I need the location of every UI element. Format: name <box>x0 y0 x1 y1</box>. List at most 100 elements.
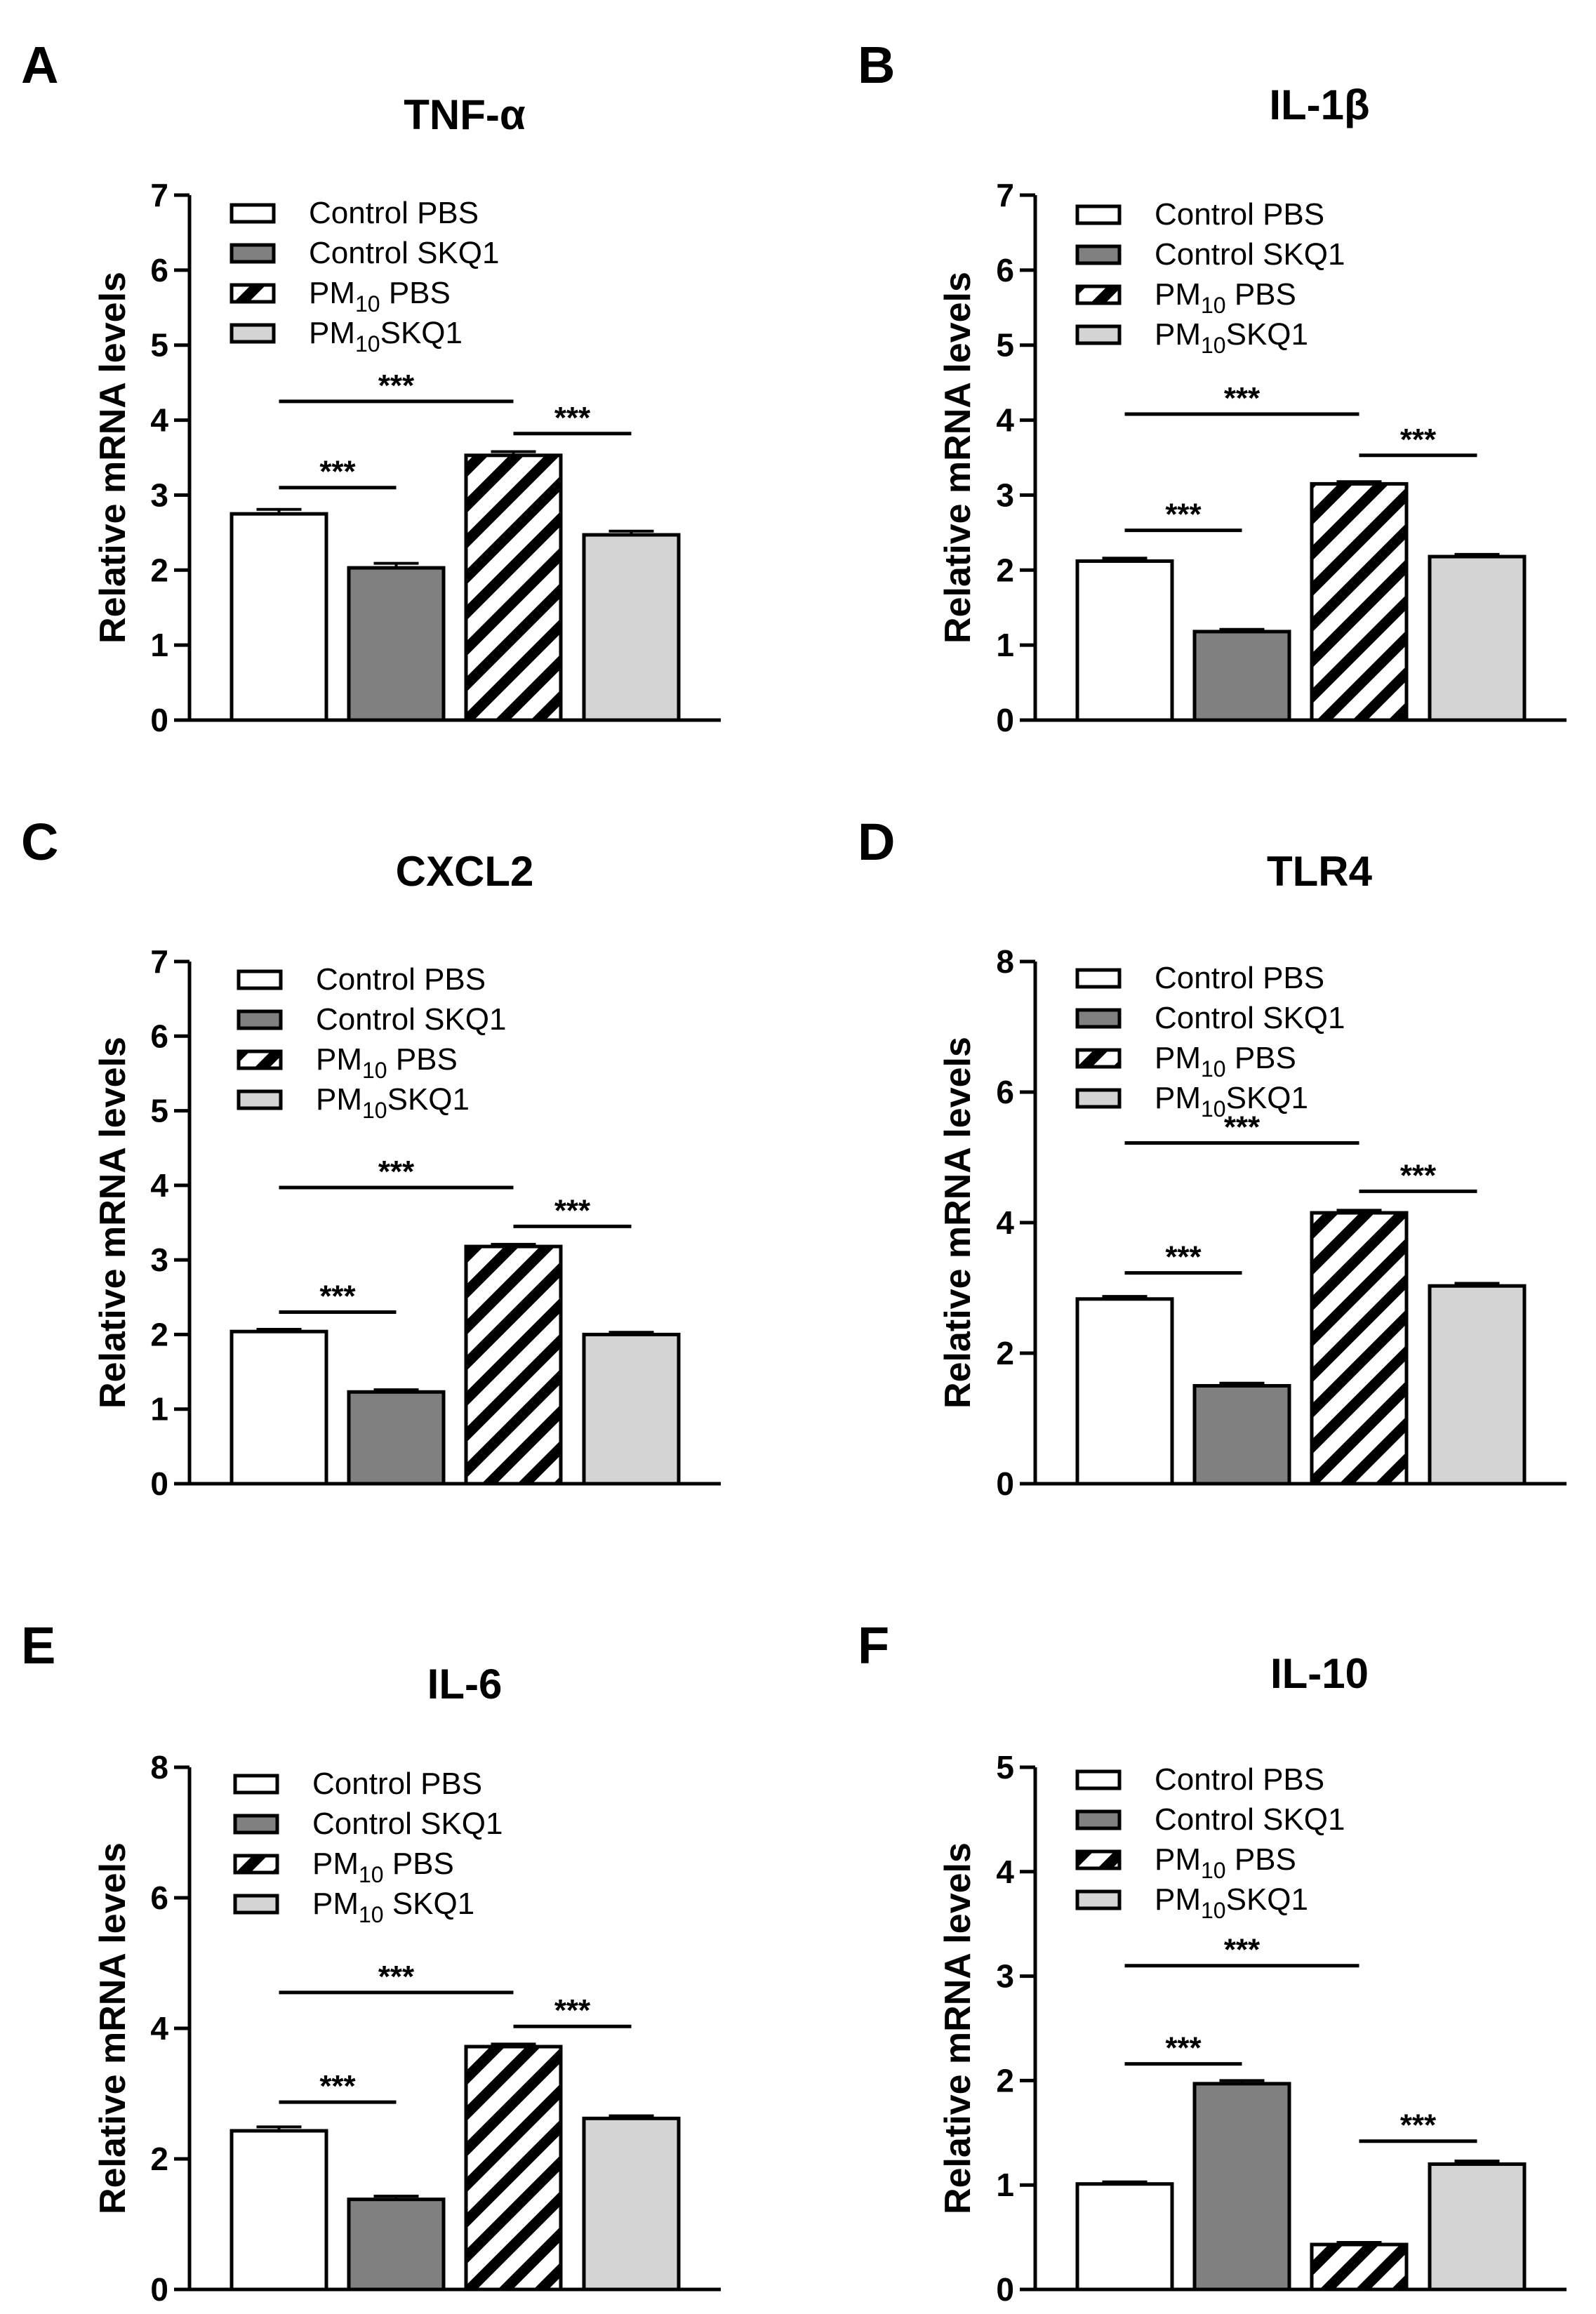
bar-1 <box>1075 559 1174 722</box>
legend-label: Control SKQ1 <box>1155 1802 1345 1837</box>
legend-label: PM10 PBS <box>312 1847 454 1887</box>
significance-label: *** <box>378 1960 415 1994</box>
legend-swatch <box>1075 1849 1122 1870</box>
legend-swatch <box>237 969 283 990</box>
legend-swatch <box>230 243 276 264</box>
y-tick-label: 8 <box>150 1749 168 1786</box>
legend-label: PM10 PBS <box>1155 1041 1296 1082</box>
bar-2 <box>1192 1384 1291 1486</box>
y-tick-label: 5 <box>150 1093 168 1129</box>
y-axis-label: Relative mRNA levels <box>93 1842 133 2214</box>
bar-4 <box>582 2116 681 2292</box>
legend-swatch <box>1075 968 1122 989</box>
legend-swatch <box>230 323 276 344</box>
legend-swatch <box>237 1049 283 1070</box>
bar-4 <box>582 533 681 722</box>
bar-3 <box>464 1244 563 1486</box>
legend-label: PM10SKQ1 <box>1155 1081 1308 1122</box>
y-tick-label: 1 <box>996 2167 1014 2203</box>
significance-label: *** <box>378 1155 415 1189</box>
y-tick-label: 1 <box>150 1391 168 1428</box>
chart-title: TLR4 <box>1267 848 1373 895</box>
y-axis-label: Relative mRNA levels <box>93 272 133 644</box>
y-tick-label: 7 <box>150 177 168 213</box>
legend-swatch <box>233 1854 279 1875</box>
legend-swatch <box>237 1089 283 1110</box>
y-tick-label: 4 <box>996 1204 1014 1241</box>
legend-label: Control SKQ1 <box>1155 237 1345 272</box>
bar-2 <box>1192 630 1291 722</box>
legend-label: PM10SKQ1 <box>1155 1882 1308 1923</box>
legend-swatch <box>233 1814 279 1835</box>
bar-1 <box>1075 1297 1174 1486</box>
panel-letter: B <box>858 36 895 94</box>
legend-label: Control SKQ1 <box>316 1002 506 1037</box>
legend-label: PM10 PBS <box>1155 1842 1296 1883</box>
legend-swatch <box>1075 1008 1122 1029</box>
legend-label: PM10SKQ1 <box>1155 317 1308 358</box>
panel-letter: A <box>21 36 58 94</box>
legend-label: Control PBS <box>1155 961 1324 995</box>
y-axis-label: Relative mRNA levels <box>93 1037 133 1409</box>
y-tick-label: 2 <box>150 2141 168 2177</box>
y-tick-label: 3 <box>150 477 168 513</box>
legend-swatch <box>1075 1809 1122 1830</box>
y-tick-label: 4 <box>996 402 1014 439</box>
legend-swatch <box>1075 244 1122 265</box>
bar-2 <box>347 1390 446 1486</box>
legend-swatch <box>230 283 276 304</box>
y-tick-label: 0 <box>996 702 1014 738</box>
y-tick-label: 1 <box>150 627 168 663</box>
y-tick-label: 6 <box>150 1880 168 1916</box>
legend-swatch <box>237 1009 283 1030</box>
chart-panel-c: C CXCL2 Relative mRNA levels 0 1 2 3 4 5 6 7 *** ***… <box>21 813 721 1502</box>
y-axis-label: Relative mRNA levels <box>938 1842 978 2214</box>
significance-label: *** <box>1400 423 1437 457</box>
chart-panel-f: F IL-10 Relative mRNA levels 0 1 2 3 4 5 *** *** **… <box>858 1616 1567 2308</box>
significance-label: *** <box>319 1279 356 1314</box>
legend-swatch <box>1075 1889 1122 1910</box>
bar-1 <box>230 1329 328 1486</box>
bar-4 <box>1428 2162 1527 2292</box>
y-tick-label: 2 <box>996 552 1014 588</box>
y-axis-label: Relative mRNA levels <box>938 272 978 644</box>
y-tick-label: 2 <box>150 1316 168 1352</box>
bar-1 <box>1075 2182 1174 2292</box>
significance-label: *** <box>1165 498 1202 532</box>
y-tick-label: 6 <box>996 252 1014 288</box>
legend-label: Control PBS <box>316 962 486 997</box>
legend-label: Control SKQ1 <box>1155 1001 1345 1035</box>
y-tick-label: 5 <box>996 327 1014 364</box>
legend-label: PM10 PBS <box>1155 277 1296 318</box>
bar-4 <box>582 1332 681 1486</box>
panel-letter: E <box>21 1616 55 1675</box>
bar-2 <box>347 2197 446 2292</box>
significance-label: *** <box>554 1993 591 2028</box>
significance-label: *** <box>1224 1933 1261 1967</box>
legend-label: Control PBS <box>312 1767 482 1801</box>
y-tick-label: 4 <box>996 1854 1014 1890</box>
legend-swatch <box>1075 1048 1122 1069</box>
chart-title: TNF-α <box>404 91 526 138</box>
bar-2 <box>1192 2082 1291 2292</box>
bar-3 <box>1310 481 1409 722</box>
y-tick-label: 2 <box>996 1335 1014 1371</box>
y-tick-label: 0 <box>150 702 168 738</box>
significance-label: *** <box>554 401 591 435</box>
bar-3 <box>464 2044 563 2292</box>
y-tick-label: 6 <box>150 1018 168 1054</box>
y-axis-label: Relative mRNA levels <box>938 1037 978 1409</box>
legend-label: PM10SKQ1 <box>316 1082 470 1123</box>
chart-title: IL-6 <box>427 1661 503 1708</box>
significance-label: *** <box>319 2069 356 2103</box>
y-tick-label: 7 <box>150 943 168 980</box>
legend-swatch <box>233 1894 279 1915</box>
significance-label: *** <box>1224 381 1261 415</box>
y-tick-label: 4 <box>150 402 168 439</box>
legend-label: Control SKQ1 <box>312 1807 503 1841</box>
legend-swatch <box>1075 284 1122 305</box>
legend-swatch <box>1075 204 1122 225</box>
chart-panel-a: A TNF-α Relative mRNA levels 0 1 2 3 4 5 6 7 *** ***… <box>21 36 721 738</box>
legend-label: PM10 PBS <box>316 1042 458 1083</box>
panel-letter: F <box>858 1616 889 1675</box>
